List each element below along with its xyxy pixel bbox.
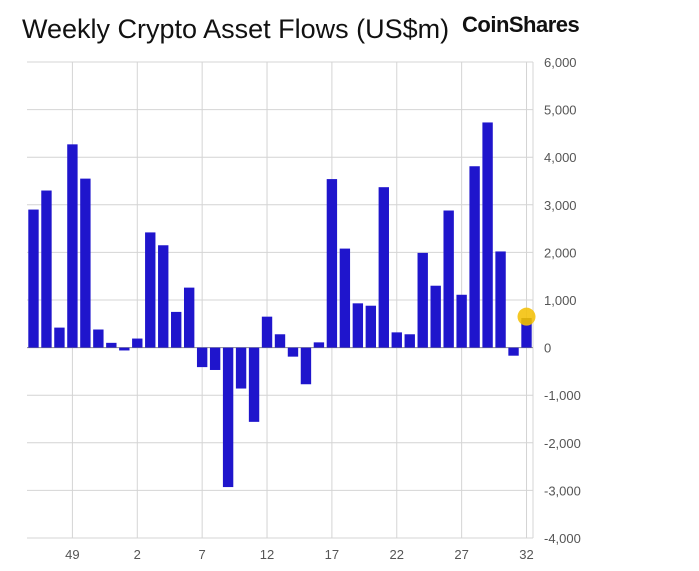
bar xyxy=(145,232,156,348)
bar xyxy=(106,342,117,348)
bar xyxy=(469,166,480,348)
x-tick-label: 22 xyxy=(390,547,404,562)
y-tick-label: 0 xyxy=(544,341,551,356)
bar xyxy=(222,347,234,488)
bar xyxy=(28,209,39,348)
y-tick-label: 3,000 xyxy=(544,198,577,213)
bar xyxy=(430,285,441,348)
bar xyxy=(482,122,493,348)
x-tick-label: 49 xyxy=(65,547,79,562)
coinshares-logo: CoinShares xyxy=(462,12,580,37)
bar xyxy=(352,303,364,348)
y-tick-label: 4,000 xyxy=(544,150,577,165)
bar xyxy=(443,210,454,348)
bar xyxy=(119,347,130,351)
bar xyxy=(391,332,402,348)
x-tick-label: 17 xyxy=(325,547,339,562)
y-tick-label: 6,000 xyxy=(544,55,577,70)
bar xyxy=(67,144,78,348)
bar xyxy=(508,347,519,356)
bar xyxy=(235,347,247,389)
y-tick-label: -2,000 xyxy=(544,436,581,451)
y-tick-label: 2,000 xyxy=(544,245,577,260)
chart-title: Weekly Crypto Asset Flows (US$m) xyxy=(22,14,450,44)
bar xyxy=(158,245,169,348)
bar xyxy=(339,248,351,348)
bars xyxy=(28,122,532,488)
bar xyxy=(54,327,65,348)
y-axis-ticks: -4,000 -3,000 -2,000 -1,000 0 1,000 2,000 3,000… xyxy=(544,55,581,546)
bar xyxy=(171,311,182,348)
grid-lines xyxy=(27,61,534,539)
marker-dot xyxy=(517,307,536,326)
bar xyxy=(365,305,377,348)
y-tick-label: -4,000 xyxy=(544,531,581,546)
bar xyxy=(313,342,325,348)
x-tick-label: 32 xyxy=(519,547,533,562)
bar xyxy=(248,347,260,422)
bar xyxy=(196,347,208,368)
x-tick-label: 2 xyxy=(134,547,141,562)
y-tick-label: 5,000 xyxy=(544,103,577,118)
bar xyxy=(132,338,143,348)
bar xyxy=(521,319,532,348)
bar xyxy=(183,287,195,348)
x-tick-label: 27 xyxy=(454,547,468,562)
y-tick-label: 1,000 xyxy=(544,293,577,308)
bar xyxy=(287,347,299,357)
bar xyxy=(326,179,338,348)
bar xyxy=(274,334,286,348)
y-tick-label: -3,000 xyxy=(544,483,581,498)
bar xyxy=(300,347,312,385)
x-tick-label: 12 xyxy=(260,547,274,562)
bar xyxy=(456,294,467,348)
latest-week-marker xyxy=(517,307,536,326)
bar xyxy=(495,251,506,348)
bar xyxy=(261,316,273,348)
bar xyxy=(41,190,52,348)
bar xyxy=(80,178,91,348)
bar xyxy=(417,252,428,348)
bar xyxy=(404,334,415,348)
bar xyxy=(93,329,104,348)
bar xyxy=(209,347,221,370)
bar xyxy=(378,187,389,348)
y-tick-label: -1,000 xyxy=(544,388,581,403)
x-tick-label: 7 xyxy=(199,547,206,562)
x-axis-ticks: 49 2 7 12 17 22 27 32 xyxy=(65,547,534,562)
